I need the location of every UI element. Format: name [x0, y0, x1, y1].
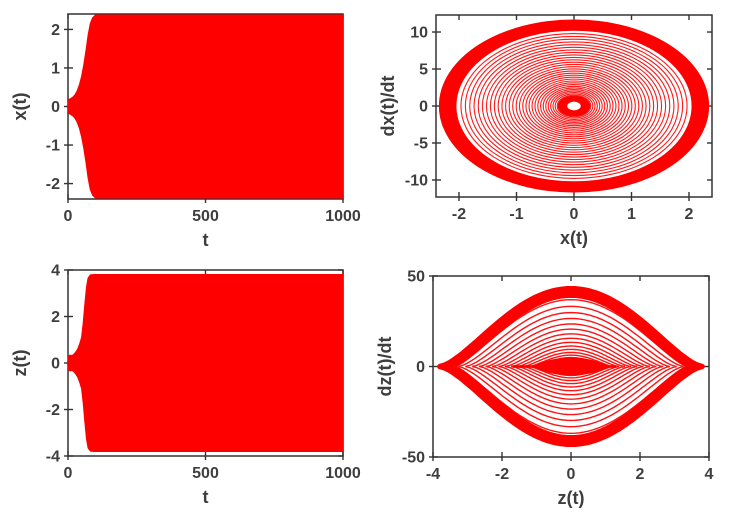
- y-tick-label: -1: [46, 138, 60, 155]
- y-tick-label: 0: [416, 359, 425, 376]
- y-tick-label: -2: [46, 402, 60, 419]
- y-tick-label: -5: [414, 135, 428, 152]
- x-tick-label: 500: [192, 208, 219, 225]
- x-axis-label: t: [203, 230, 209, 250]
- x-axis-label: t: [203, 487, 209, 507]
- x-tick-label: 0: [64, 465, 73, 482]
- x-tick-label: 0: [570, 206, 579, 223]
- y-tick-label: -4: [46, 449, 60, 466]
- y-axis-label: x(t): [10, 93, 30, 121]
- y-tick-label: -2: [46, 176, 60, 193]
- x-tick-label: 500: [192, 465, 219, 482]
- oscillation-envelope-fill: [67, 14, 344, 199]
- spiral-rings: [460, 33, 688, 179]
- x-tick-label: 4: [705, 466, 714, 483]
- x-axis-label: x(t): [560, 228, 588, 248]
- y-tick-label: 0: [51, 356, 60, 373]
- y-tick-label: 0: [51, 99, 60, 116]
- subplot-x-vs-t: 0 500 1000 -2 -1 0 1 2 t x(t): [10, 13, 361, 250]
- y-axis-label: dx(t)/dt: [378, 76, 398, 137]
- subplot-z-vs-t: 0 500 1000 -4 -2 0 2 4 t z(t): [10, 264, 361, 507]
- y-tick-label: -50: [402, 450, 425, 467]
- y-tick-label: 4: [51, 264, 60, 280]
- limit-cycle-band: [437, 285, 705, 448]
- x-tick-label: 1: [627, 206, 636, 223]
- x-tick-label: 0: [567, 466, 576, 483]
- y-tick-label: 2: [51, 22, 60, 39]
- x-tick-label: 2: [685, 206, 694, 223]
- x-tick-label: -1: [509, 206, 523, 223]
- x-tick-label: 1000: [325, 208, 361, 225]
- y-tick-label: 2: [51, 309, 60, 326]
- tick-marks: [429, 275, 710, 461]
- x-tick-label: 2: [636, 466, 645, 483]
- y-tick-label: 10: [410, 25, 428, 42]
- spiral-center-hole: [567, 101, 581, 111]
- x-tick-label: -4: [426, 466, 440, 483]
- x-tick-label: -2: [495, 466, 509, 483]
- subplot-dzdt-vs-z: -4 -2 0 2 4 -50 0 50 z(t) dz(t)/dt: [375, 269, 714, 509]
- y-tick-label: 50: [407, 269, 425, 286]
- x-tick-label: -2: [452, 206, 466, 223]
- oscillation-envelope-fill: [67, 273, 344, 453]
- y-axis-label: z(t): [10, 350, 30, 377]
- x-tick-label: 1000: [325, 465, 361, 482]
- y-tick-label: 0: [419, 99, 428, 116]
- x-tick-label: 0: [64, 208, 73, 225]
- y-tick-label: -10: [405, 172, 428, 189]
- y-tick-label: 5: [419, 62, 428, 79]
- x-axis-label: z(t): [558, 488, 585, 508]
- y-axis-label: dz(t)/dt: [375, 337, 395, 397]
- y-tick-label: 1: [51, 60, 60, 77]
